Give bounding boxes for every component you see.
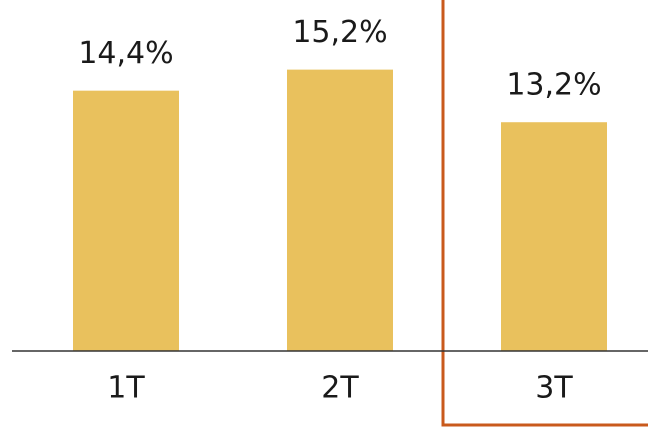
bar bbox=[73, 90, 179, 352]
highlight-frame bbox=[441, 0, 648, 427]
value-label: 15,2% bbox=[292, 15, 387, 50]
bar bbox=[287, 69, 393, 351]
x-tick-label: 3T bbox=[535, 371, 573, 406]
x-tick-label: 1T bbox=[107, 371, 145, 406]
value-label: 13,2% bbox=[506, 68, 601, 103]
value-label: 14,4% bbox=[78, 36, 173, 71]
bar bbox=[501, 122, 607, 351]
x-tick-label: 2T bbox=[321, 371, 359, 406]
